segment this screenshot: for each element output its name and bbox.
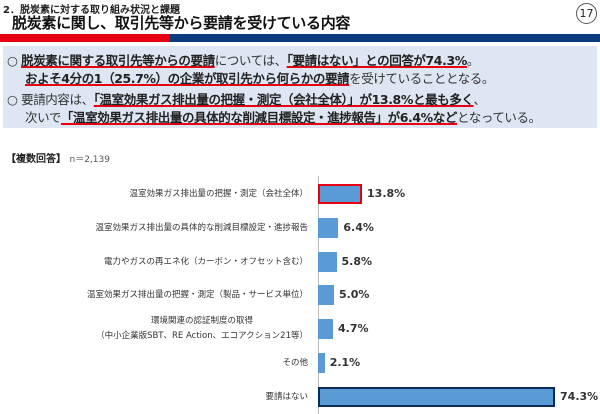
text: 。 (466, 53, 480, 68)
summary-box: ○ 脱炭素に関する取引先等からの要請については、「要請はない」との回答が74.3… (3, 46, 597, 128)
text: となっている。 (457, 110, 541, 125)
header-stripe-blue (170, 34, 600, 42)
emphasis: 脱炭素に関する取引先等からの要請 (21, 53, 215, 68)
bar (318, 319, 333, 339)
header-stripe-red (0, 34, 170, 42)
bar (318, 353, 325, 373)
bar (318, 184, 363, 204)
category-label: 要請はない (265, 391, 308, 402)
emphasis: 「温室効果ガス排出量の具体的な削減目標設定・進捗報告」が6.4%など (60, 110, 458, 125)
summary-line-2: およそ4分の1（25.7%）の企業が取引先から何らかの要請を受けていることとなる… (25, 68, 494, 87)
category-label: 温室効果ガス排出量の具体的な削減目標設定・進捗報告 (95, 222, 308, 233)
category-label: その他 (282, 357, 308, 368)
data-label: 4.7% (337, 322, 369, 335)
bullet: ○ (7, 92, 18, 107)
bar (318, 218, 339, 238)
summary-line-1: ○ 脱炭素に関する取引先等からの要請については、「要請はない」との回答が74.3… (7, 50, 479, 69)
category-label: 温室効果ガス排出量の把握・測定（会社全体） (129, 188, 308, 199)
category-label: 温室効果ガス排出量の把握・測定（製品・サービス単位） (86, 289, 308, 300)
bar (318, 387, 556, 407)
emphasis: 「要請はない」との回答が74.3% (286, 53, 468, 68)
bar (318, 285, 334, 305)
multiple-answer-label: 【複数回答】 (6, 154, 66, 165)
bullet: ○ (7, 53, 18, 68)
page-number: 17 (576, 3, 597, 24)
summary-line-4: 次いで「温室効果ガス排出量の具体的な削減目標設定・進捗報告」が6.4%などとなっ… (25, 107, 541, 126)
emphasis: およそ4分の1（25.7%）の企業が取引先から何らかの要請 (25, 71, 350, 86)
text: 、 (473, 92, 486, 107)
category-label: 環境関連の認証制度の取得 （中小企業版SBT、RE Action、エコアクション… (96, 316, 308, 341)
text: を受けていることとなる。 (349, 71, 494, 86)
text: については、 (214, 53, 287, 68)
sample-size: n＝2,139 (69, 155, 110, 165)
emphasis: 「温室効果ガス排出量の把握・測定（会社全体）」が13.8%と最も多く (93, 92, 474, 107)
data-label: 6.4% (343, 221, 374, 234)
text: 次いで (25, 110, 61, 125)
data-label: 74.3% (560, 390, 599, 403)
page-title: 脱炭素に関し、取引先等から要請を受けている内容 (12, 14, 351, 32)
data-label: 13.8% (367, 187, 406, 200)
chart-note: 【複数回答】 n＝2,139 (6, 150, 110, 165)
data-label: 5.0% (338, 288, 370, 301)
section-title: 2．脱炭素に対する取り組み状況と課題 (3, 5, 180, 16)
text: 要請内容は、 (21, 92, 94, 107)
bar (318, 252, 337, 272)
summary-line-3: ○ 要請内容は、「温室効果ガス排出量の把握・測定（会社全体）」が13.8%と最も… (7, 89, 486, 108)
category-label: 電力やガスの再エネ化（カーボン・オフセット含む） (103, 256, 308, 267)
data-label: 2.1% (329, 356, 361, 369)
data-label: 5.8% (341, 255, 373, 268)
